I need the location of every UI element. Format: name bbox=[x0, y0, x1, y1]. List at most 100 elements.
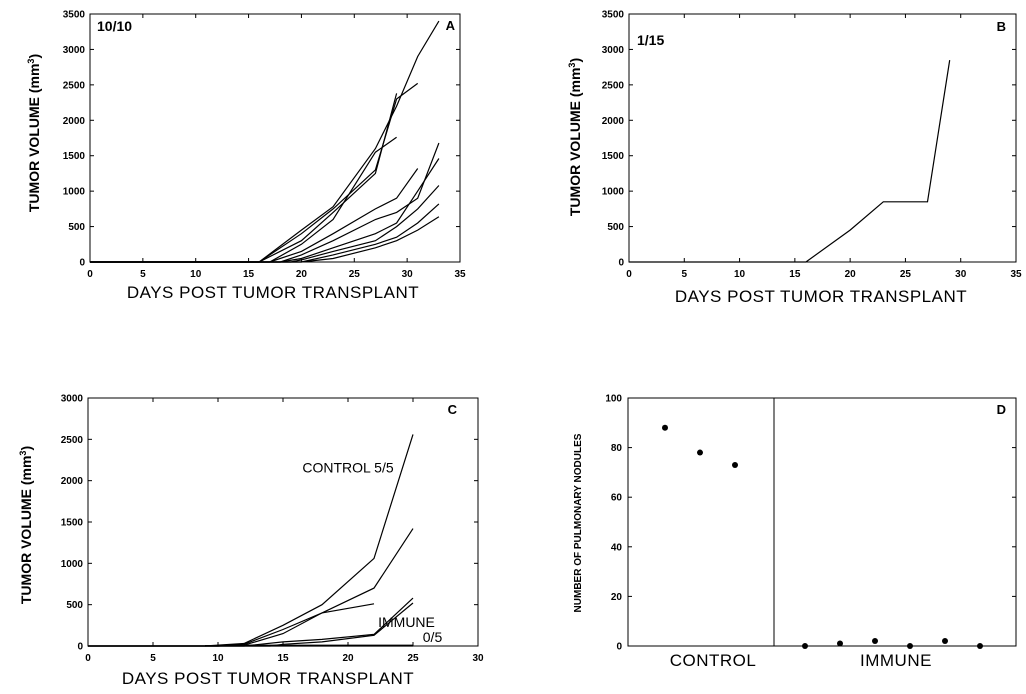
plot-frame bbox=[627, 397, 1017, 647]
y-tick-label: 500 bbox=[607, 222, 624, 233]
y-tick-label: 0 bbox=[79, 258, 85, 269]
panel-c-ylabel: TUMOR VOLUME (mm3) bbox=[18, 446, 34, 604]
x-tick-label: 30 bbox=[955, 269, 967, 280]
y-tick-label: 1000 bbox=[63, 187, 86, 198]
panel-d-group-label-immune: IMMUNE bbox=[860, 651, 932, 670]
data-point-immune bbox=[872, 638, 878, 645]
y-tick-label: 2000 bbox=[61, 476, 84, 487]
x-tick-label: 35 bbox=[1010, 269, 1022, 280]
panel-d-axes: 0 20 40 60 80 100 bbox=[605, 394, 1017, 653]
data-point-immune bbox=[837, 640, 843, 647]
y-tick-label: 100 bbox=[605, 394, 622, 405]
plot-frame bbox=[89, 13, 461, 263]
y-tick-label: 1000 bbox=[61, 559, 84, 570]
data-point-control bbox=[662, 424, 668, 431]
y-tick-label: 2000 bbox=[602, 116, 625, 127]
annotation-3: 0/5 bbox=[423, 629, 443, 645]
x-tick-label: 5 bbox=[682, 269, 688, 280]
data-point-immune bbox=[802, 643, 808, 649]
y-tick-label: 40 bbox=[611, 542, 623, 553]
panel-a-series bbox=[90, 20, 440, 263]
y-tick-label: 1000 bbox=[602, 187, 625, 198]
x-tick-label: 0 bbox=[87, 269, 93, 280]
panel-a-ylabel: TUMOR VOLUME (mm3) bbox=[26, 54, 42, 212]
x-tick-label: 20 bbox=[296, 269, 308, 280]
series-line-1 bbox=[629, 60, 951, 263]
y-tick-label: 500 bbox=[68, 222, 85, 233]
panel-b-ratio-label: 1/15 bbox=[637, 32, 664, 48]
data-point-immune bbox=[977, 643, 983, 649]
panel-b-ylabel: TUMOR VOLUME (mm3) bbox=[567, 58, 583, 216]
panel-b-letter: B bbox=[997, 19, 1006, 34]
panel-b: 0 5 10 15 20 25 30 35 0 500 1000 1500 2000 2500 3000 35… bbox=[567, 10, 1022, 307]
x-tick-label: 30 bbox=[472, 653, 484, 664]
y-tick-label: 80 bbox=[611, 443, 623, 454]
x-tick-label: 0 bbox=[626, 269, 632, 280]
panel-a-axes: 0 5 10 15 20 25 30 35 0 500 1000 1500 2000 2500 3000 35… bbox=[63, 10, 466, 281]
series-line-2 bbox=[90, 82, 419, 263]
panel-c-xlabel: DAYS POST TUMOR TRANSPLANT bbox=[122, 669, 414, 688]
x-tick-label: 10 bbox=[212, 653, 224, 664]
panel-c-letter: C bbox=[448, 402, 458, 417]
y-tick-label: 2000 bbox=[63, 116, 86, 127]
x-tick-label: 20 bbox=[342, 653, 354, 664]
panel-d-letter: D bbox=[997, 402, 1006, 417]
series-line-2 bbox=[88, 528, 414, 647]
x-tick-label: 35 bbox=[454, 269, 466, 280]
series-line-10 bbox=[90, 216, 440, 263]
annotation-1: CONTROL 5/5 bbox=[302, 459, 393, 475]
panel-c-series bbox=[88, 434, 414, 647]
panel-a-ratio-label: 10/10 bbox=[97, 18, 132, 34]
plot-frame bbox=[87, 397, 479, 647]
x-tick-label: 10 bbox=[734, 269, 746, 280]
x-tick-label: 5 bbox=[150, 653, 156, 664]
y-tick-label: 3500 bbox=[63, 10, 86, 21]
panel-d: 0 20 40 60 80 100 D NUMBER OF PULMONARY NODUL… bbox=[573, 394, 1017, 670]
series-line-5 bbox=[90, 168, 419, 263]
y-tick-label: 3500 bbox=[602, 10, 625, 21]
x-tick-label: 15 bbox=[243, 269, 255, 280]
y-tick-label: 1500 bbox=[602, 151, 625, 162]
y-tick-label: 20 bbox=[611, 592, 623, 603]
y-tick-label: 0 bbox=[618, 258, 624, 269]
y-tick-label: 0 bbox=[77, 642, 83, 653]
x-tick-label: 25 bbox=[349, 269, 361, 280]
series-line-3 bbox=[88, 603, 375, 647]
y-tick-label: 2500 bbox=[63, 80, 86, 91]
series-line-7 bbox=[90, 158, 440, 263]
x-tick-label: 25 bbox=[900, 269, 912, 280]
x-tick-label: 20 bbox=[845, 269, 857, 280]
x-tick-label: 5 bbox=[140, 269, 146, 280]
x-tick-label: 10 bbox=[190, 269, 202, 280]
panel-b-axes: 0 5 10 15 20 25 30 35 0 500 1000 1500 2000 2500 3000 35… bbox=[602, 10, 1022, 281]
panel-a-letter: A bbox=[446, 18, 456, 33]
series-line-3 bbox=[90, 93, 398, 263]
x-tick-label: 30 bbox=[402, 269, 414, 280]
x-tick-label: 25 bbox=[407, 653, 419, 664]
y-tick-label: 60 bbox=[611, 493, 623, 504]
panel-a: 0 5 10 15 20 25 30 35 0 500 1000 1500 2000 2500 3000 35… bbox=[26, 10, 466, 303]
data-point-immune bbox=[942, 638, 948, 645]
panel-c: 0 5 10 15 20 25 30 0 500 1000 1500 2000 2500 3000 CON… bbox=[18, 394, 484, 689]
y-tick-label: 2500 bbox=[602, 80, 625, 91]
data-point-immune bbox=[907, 643, 913, 649]
x-tick-label: 15 bbox=[789, 269, 801, 280]
series-line-1 bbox=[90, 20, 440, 263]
panel-b-series bbox=[629, 60, 951, 263]
panel-b-xlabel: DAYS POST TUMOR TRANSPLANT bbox=[675, 287, 967, 306]
annotation-2: IMMUNE bbox=[378, 614, 435, 630]
y-tick-label: 1500 bbox=[63, 151, 86, 162]
panel-d-group-label-control: CONTROL bbox=[670, 651, 757, 670]
data-point-control bbox=[732, 461, 738, 468]
y-tick-label: 1500 bbox=[61, 518, 84, 529]
y-tick-label: 0 bbox=[616, 642, 622, 653]
panel-d-ylabel: NUMBER OF PULMONARY NODULES bbox=[573, 433, 584, 612]
series-line-5 bbox=[88, 602, 414, 647]
x-tick-label: 15 bbox=[277, 653, 289, 664]
plot-frame bbox=[628, 13, 1017, 263]
y-tick-label: 3000 bbox=[602, 45, 625, 56]
y-tick-label: 2500 bbox=[61, 435, 84, 446]
series-line-4 bbox=[90, 136, 397, 263]
